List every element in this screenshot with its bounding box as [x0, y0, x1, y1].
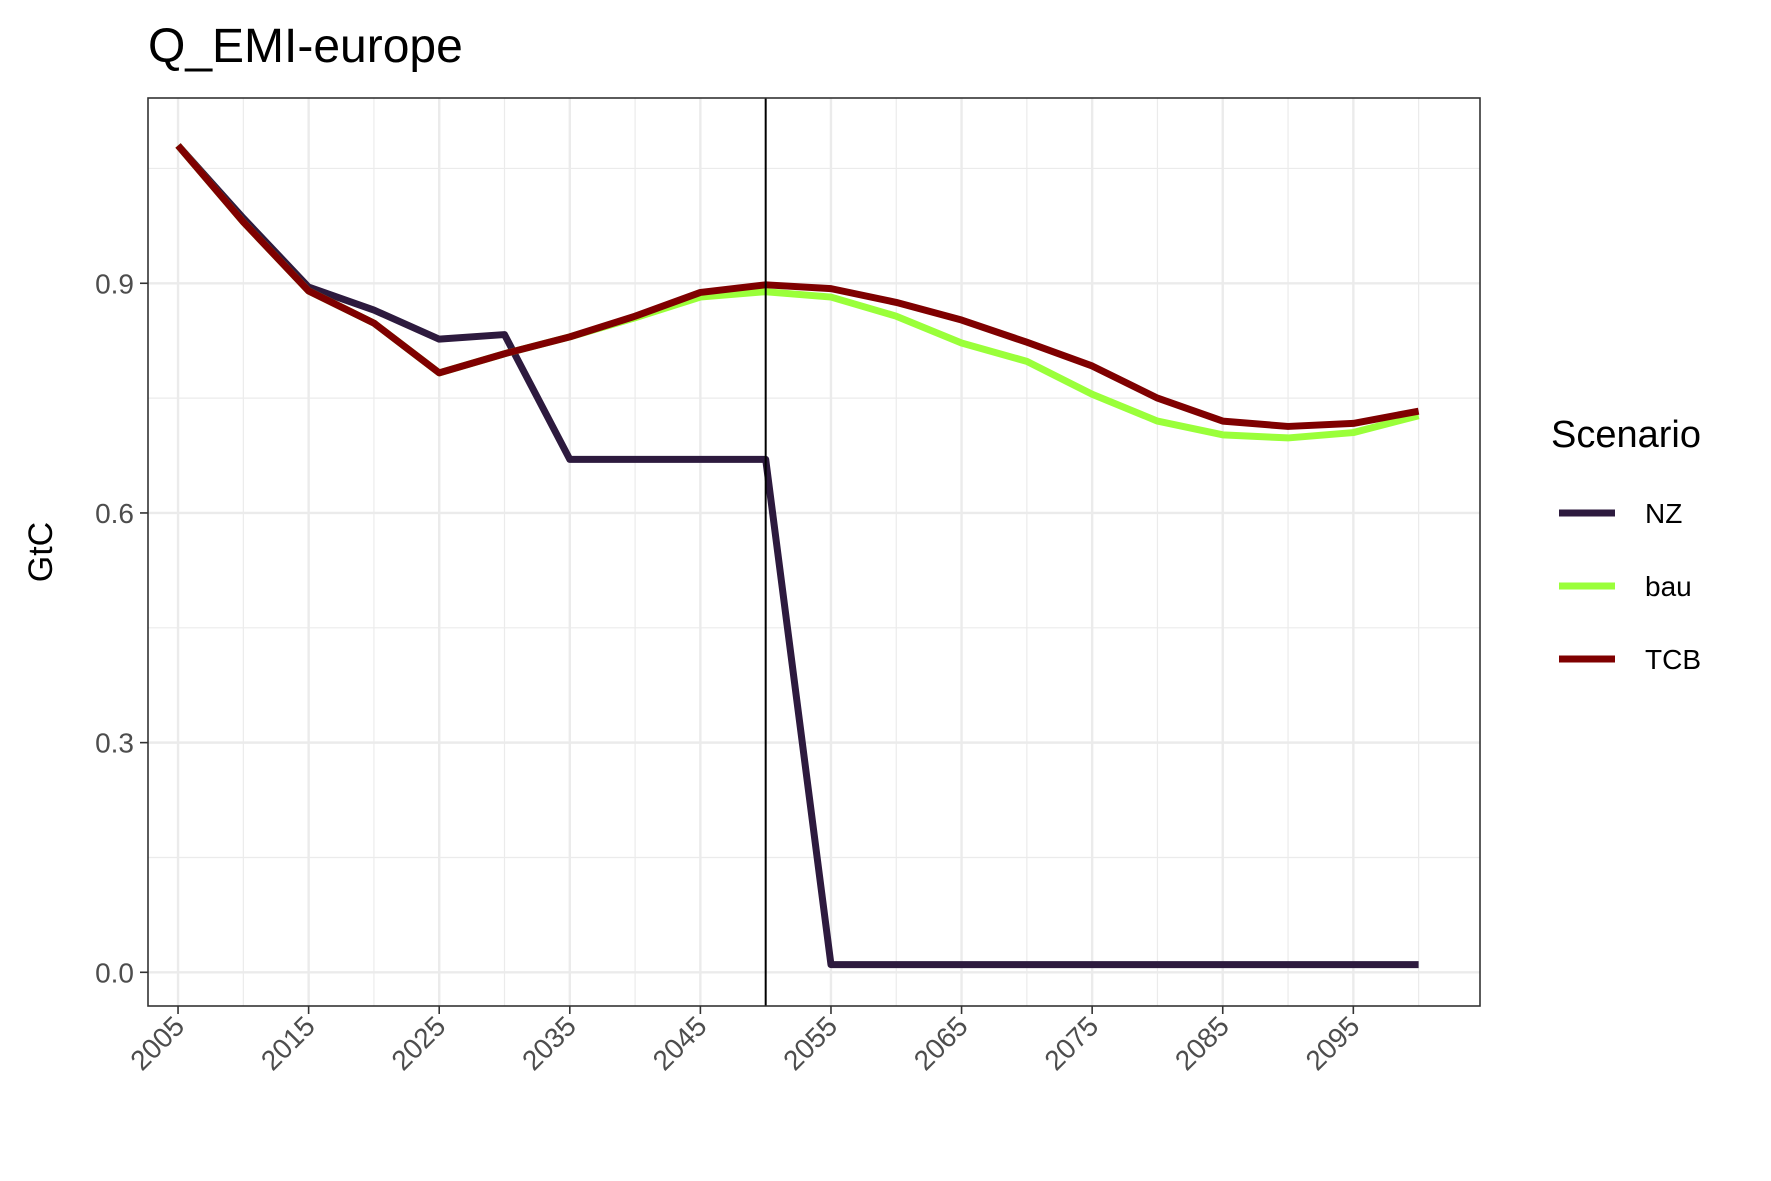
plot-panel: [148, 98, 1480, 1006]
legend: Scenario NZ bau TCB: [1551, 414, 1701, 675]
y-tick-label: 0.3: [95, 728, 134, 759]
series-line-tcb: [175, 143, 1420, 430]
y-axis-title: GtC: [22, 522, 60, 582]
legend-label-nz: NZ: [1645, 498, 1682, 529]
legend-label-bau: bau: [1645, 571, 1692, 602]
y-tick-label: 0.6: [95, 498, 134, 529]
plot-border: [147, 97, 1481, 1007]
y-tick-label: 0.9: [95, 268, 134, 299]
major-grid: [148, 98, 1480, 1006]
chart-title: Q_EMI-europe: [148, 20, 463, 73]
y-axis: 0.0 0.3 0.6 0.9: [95, 268, 148, 988]
series-layer: [175, 143, 1420, 969]
legend-label-tcb: TCB: [1645, 644, 1701, 675]
y-tick-label: 0.0: [95, 957, 134, 988]
legend-title: Scenario: [1551, 414, 1701, 456]
series-line-nz: [175, 143, 1419, 969]
